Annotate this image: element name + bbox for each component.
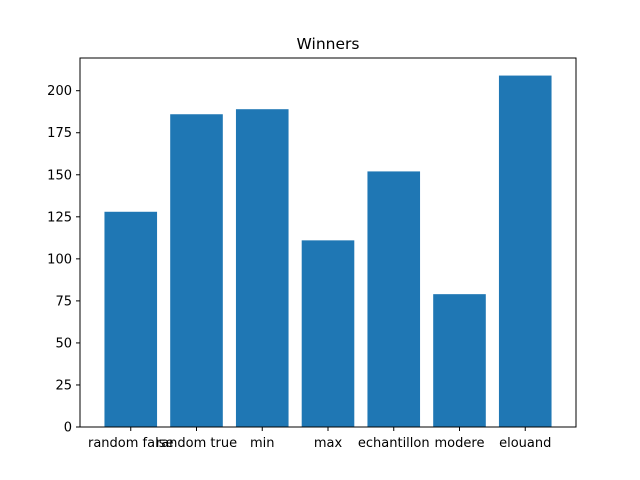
bar-min <box>235 109 289 427</box>
y-tick-label: 100 <box>47 252 72 267</box>
x-tick-label: min <box>250 436 275 451</box>
bar-modere <box>433 294 486 427</box>
x-tick-label: echantillon <box>358 436 430 451</box>
x-tick-label: max <box>314 436 343 451</box>
x-tick-label: random true <box>156 436 237 451</box>
y-tick-label: 0 <box>64 421 72 436</box>
y-tick-label: 125 <box>47 210 72 225</box>
bar-echantillon <box>367 171 421 427</box>
bar-random-false <box>104 211 158 427</box>
chart-title: Winners <box>297 35 360 53</box>
y-tick-label: 150 <box>47 168 72 183</box>
x-tick-label: random false <box>88 436 173 451</box>
x-tick-label: modere <box>435 436 485 451</box>
bar-max <box>301 240 355 427</box>
bar-random-true <box>170 114 223 427</box>
y-tick-label: 25 <box>55 378 72 393</box>
bars-group <box>104 75 552 428</box>
plot-frame <box>79 57 577 428</box>
y-tick-label: 200 <box>47 84 72 99</box>
bar-elouand <box>498 75 552 428</box>
y-tick-label: 50 <box>55 336 72 351</box>
x-tick-label: elouand <box>499 436 551 451</box>
y-tick-label: 175 <box>47 126 72 141</box>
y-axis: 0 25 50 75 100 125 150 175 200 <box>47 84 80 436</box>
y-tick-label: 75 <box>55 294 72 309</box>
